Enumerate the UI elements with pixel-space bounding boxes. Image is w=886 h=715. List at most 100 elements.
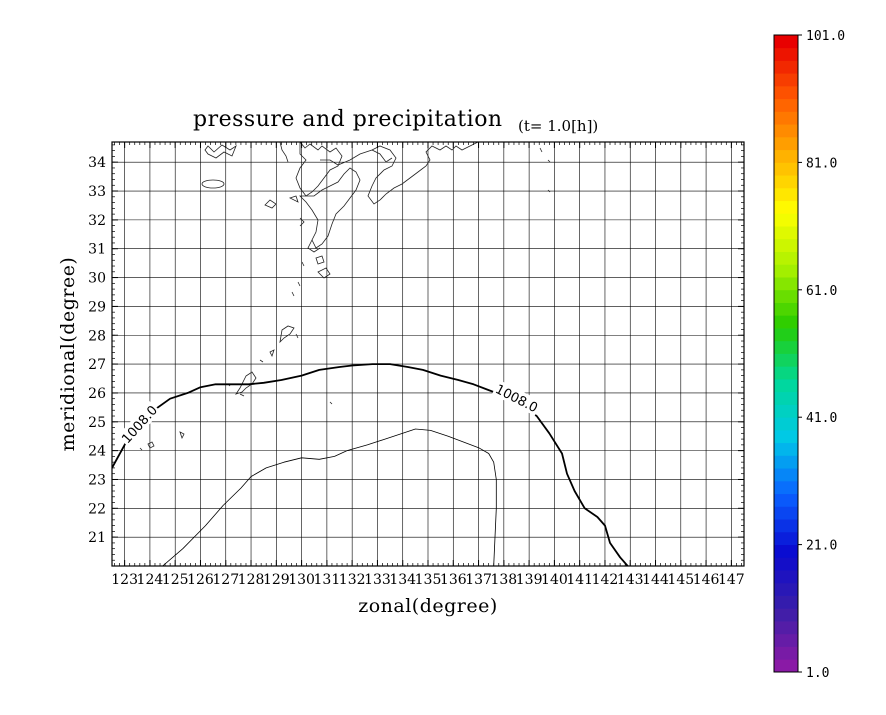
y-tick-label: 29 (88, 299, 106, 315)
colorbar-segment (774, 47, 798, 61)
colorbar-label: 21.0 (806, 539, 837, 554)
colorbar-segment (774, 429, 798, 444)
colorbar-segment (774, 302, 798, 316)
x-tick-labels: 1231241251261271281291301311321331341351… (111, 572, 744, 588)
x-tick-label: 144 (642, 572, 669, 588)
colorbar-segment (774, 646, 798, 660)
colorbar-segment (774, 570, 798, 584)
chart-time-label: (t= 1.0[h]) (518, 117, 598, 135)
x-tick-label: 128 (238, 572, 265, 588)
y-tick-label: 27 (88, 357, 106, 373)
contour-label-bg (491, 379, 542, 416)
colorbar-segment (774, 187, 798, 202)
colorbar-segment (774, 544, 798, 558)
y-tick-labels: 21 22 23 24 25 26 27 28 29 30 31 32 33 34 (88, 155, 106, 546)
axis-ticks (112, 142, 744, 567)
x-tick-label: 126 (187, 572, 214, 588)
x-tick-label: 127 (212, 572, 239, 588)
x-tick-label: 134 (389, 572, 416, 588)
y-tick-label: 31 (88, 242, 106, 258)
colorbar-segment (774, 289, 798, 303)
colorbar-label: 1.0 (806, 666, 829, 681)
x-tick-label: 140 (541, 572, 568, 588)
colorbar-segment (774, 60, 798, 74)
colorbar-segment (774, 633, 798, 647)
y-tick-label: 25 (88, 415, 106, 431)
y-tick-label: 26 (88, 386, 106, 402)
colorbar-label: 61.0 (806, 284, 837, 299)
colorbar-segment (774, 200, 798, 214)
x-tick-label: 124 (137, 572, 164, 588)
x-tick-label: 123 (111, 572, 138, 588)
colorbar (773, 34, 799, 673)
colorbar-segment (774, 111, 798, 125)
colorbar-segment (774, 340, 798, 354)
colorbar-segment (774, 659, 798, 673)
contour-line-thin (162, 428, 497, 566)
colorbar-segment (774, 378, 798, 393)
colorbar-segment (774, 353, 798, 367)
colorbar-frame (773, 34, 799, 673)
colorbar-segment (774, 595, 798, 609)
colorbar-segment (774, 391, 798, 405)
colorbar-label: 41.0 (806, 411, 837, 426)
x-tick-label: 136 (440, 572, 467, 588)
contour-label-bg (117, 400, 162, 448)
y-tick-label: 24 (88, 444, 106, 460)
colorbar-segment (774, 621, 798, 635)
coastline-map (139, 142, 551, 451)
colorbar-segment (774, 493, 798, 507)
x-tick-label: 139 (516, 572, 543, 588)
colorbar-segment (774, 531, 798, 545)
colorbar-segment (774, 366, 798, 380)
x-tick-label: 132 (339, 572, 366, 588)
colorbar-segment (774, 149, 798, 163)
colorbar-segment (774, 328, 798, 342)
colorbar-label: 101.0 (806, 29, 845, 44)
x-tick-label: 141 (566, 572, 593, 588)
colorbar-segment (774, 557, 798, 571)
x-tick-label: 129 (263, 572, 290, 588)
y-tick-label: 34 (88, 155, 106, 171)
colorbar-segment (774, 277, 798, 291)
colorbar-segment (774, 480, 798, 495)
y-tick-label: 32 (88, 213, 106, 229)
y-tick-label: 28 (88, 328, 106, 344)
colorbar-segment (774, 98, 798, 112)
colorbar-segment (774, 162, 798, 176)
y-tick-label: 30 (88, 271, 106, 287)
colorbar-segment (774, 608, 798, 622)
x-tick-label: 147 (718, 572, 745, 588)
colorbar-segment (774, 506, 798, 520)
chart-title: pressure and precipitation (193, 107, 503, 132)
colorbar-segment (774, 455, 798, 469)
pressure-contours (112, 363, 629, 566)
x-tick-label: 142 (592, 572, 619, 588)
colorbar-segment (774, 136, 798, 151)
colorbar-segment (774, 519, 798, 533)
colorbar-segment (774, 251, 798, 265)
y-tick-label: 22 (88, 501, 106, 517)
grid-lines (112, 142, 744, 566)
x-tick-label: 138 (490, 572, 517, 588)
colorbar-segment (774, 124, 798, 138)
x-tick-label: 143 (617, 572, 644, 588)
x-tick-label: 135 (415, 572, 442, 588)
colorbar-segment (774, 404, 798, 418)
colorbar-segment (774, 417, 798, 431)
colorbar-segment (774, 226, 798, 240)
colorbar-segment (774, 238, 798, 252)
colorbar-segment (774, 264, 798, 278)
colorbar-segment (774, 85, 798, 100)
colorbar-labels: 101.0 81.0 61.0 41.0 21.0 1.0 (798, 29, 845, 681)
y-tick-label: 21 (88, 530, 106, 546)
x-axis-label: zonal(degree) (358, 595, 498, 617)
contour-line-1008 (112, 363, 629, 566)
colorbar-segment (774, 315, 798, 329)
y-tick-label: 33 (88, 184, 106, 200)
colorbar-segment (774, 582, 798, 596)
colorbar-segment (774, 175, 798, 189)
x-tick-label: 133 (364, 572, 391, 588)
colorbar-segment (774, 468, 798, 482)
